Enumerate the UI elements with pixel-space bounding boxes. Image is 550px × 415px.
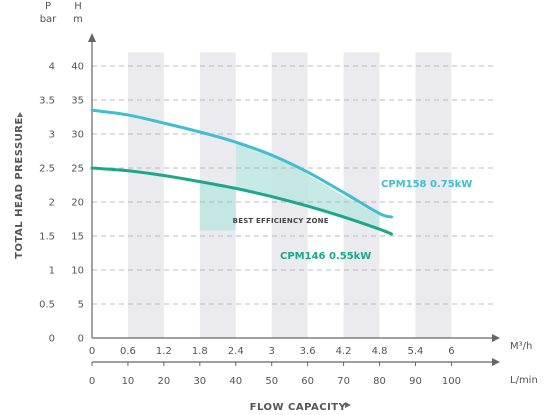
- y-tick-bar-3: 1.5: [39, 232, 55, 243]
- grid-band-4: [415, 52, 452, 339]
- series-label-cpm146: CPM146 0.55kW: [280, 251, 371, 262]
- x-tick-lmin-9: 90: [409, 376, 422, 387]
- x-title-arrow-icon: [345, 402, 351, 408]
- y-tick-m-3: 15: [71, 232, 84, 243]
- y-unit-bar-word: bar: [40, 14, 57, 25]
- x-tick-lmin-8: 80: [373, 376, 386, 387]
- efficiency-zone-group: BEST EFFICIENCY ZONE: [199, 142, 380, 231]
- x-axis-title: FLOW CAPACITY: [250, 402, 347, 413]
- series-line-1: [90, 166, 393, 236]
- grid-lines: [92, 65, 495, 305]
- x-tick-lmin-7: 70: [337, 376, 350, 387]
- y-tick-m-4: 20: [71, 198, 84, 209]
- y-tick-m-1: 5: [78, 300, 84, 311]
- x-tick-m3h-10: 6: [448, 346, 454, 357]
- axes: [17, 33, 500, 408]
- efficiency-zone-label: BEST EFFICIENCY ZONE: [233, 217, 329, 225]
- y-tick-bar-8: 4: [49, 62, 55, 73]
- x-tick-m3h-3: 1.8: [192, 346, 208, 357]
- x-tick-lmin-1: 10: [122, 376, 135, 387]
- y-unit-bar-symbol: P: [45, 1, 51, 12]
- x-tick-lmin-6: 60: [301, 376, 314, 387]
- y-tick-m-0: 0: [78, 334, 84, 345]
- x-axis-lmin-arrow: [492, 358, 500, 366]
- y-tick-m-5: 25: [71, 164, 84, 175]
- y-tick-bar-4: 2: [49, 198, 55, 209]
- y-axis-arrow: [88, 33, 96, 42]
- efficiency-zone-area: [199, 142, 380, 231]
- x-tick-lmin-3: 30: [193, 376, 206, 387]
- x-axis-arrow: [492, 334, 500, 342]
- y-tick-bar-1: 0.5: [39, 300, 55, 311]
- y-tick-bar-0: 0: [49, 334, 55, 345]
- series-label-cpm158: CPM158 0.75kW: [381, 179, 472, 190]
- y-tick-m-8: 40: [71, 62, 84, 73]
- x-tick-m3h-6: 3.6: [300, 346, 316, 357]
- x-tick-m3h-0: 0: [89, 346, 95, 357]
- x-tick-m3h-7: 4.2: [336, 346, 352, 357]
- x-tick-lmin-10: 100: [442, 376, 461, 387]
- y-tick-bar-2: 1: [49, 266, 55, 277]
- x-tick-m3h-5: 3: [269, 346, 275, 357]
- series-lines: [90, 108, 393, 236]
- x-tick-m3h-2: 1.2: [156, 346, 172, 357]
- x-tick-m3h-1: 0.6: [120, 346, 136, 357]
- y-tick-bar-7: 3.5: [39, 96, 55, 107]
- series-line-0: [90, 108, 393, 219]
- y-axis-title: TOTAL HEAD PRESSURE: [14, 117, 25, 259]
- x-tick-lmin-5: 50: [265, 376, 278, 387]
- x-tick-lmin-2: 20: [158, 376, 171, 387]
- x-tick-m3h-4: 2.4: [228, 346, 244, 357]
- x-tick-lmin-4: 40: [229, 376, 242, 387]
- y-title-arrow-icon: [17, 112, 23, 117]
- grid-band-0: [127, 52, 164, 339]
- y-tick-bar-6: 3: [49, 130, 55, 141]
- y-tick-m-7: 35: [71, 96, 84, 107]
- y-unit-m-symbol: H: [74, 1, 82, 12]
- x-tick-m3h-8: 4.8: [372, 346, 388, 357]
- x-unit-lmin: L/min: [510, 375, 538, 386]
- x-tick-lmin-0: 0: [89, 376, 95, 387]
- x-unit-m3h: M³/h: [510, 341, 532, 352]
- y-tick-m-2: 10: [71, 266, 84, 277]
- y-tick-m-6: 30: [71, 130, 84, 141]
- y-unit-m-word: m: [73, 14, 83, 25]
- x-tick-m3h-9: 5.4: [408, 346, 424, 357]
- y-tick-bar-5: 2.5: [39, 164, 55, 175]
